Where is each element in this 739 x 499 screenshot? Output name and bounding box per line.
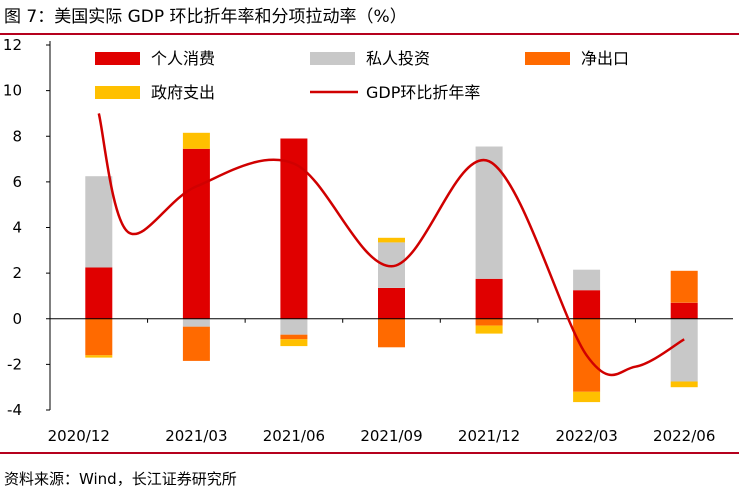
- gdp-line: [97, 113, 685, 377]
- legend-swatch-0: [95, 52, 140, 65]
- bar-series0-2021-06: [280, 138, 308, 319]
- x-tick-label: 2022/03: [555, 427, 617, 445]
- legend-label-3: 政府支出: [151, 83, 215, 102]
- bar-series3-2021-09: [378, 237, 405, 243]
- y-tick-label: 0: [12, 310, 22, 328]
- y-tick-label: 4: [12, 219, 22, 237]
- x-tick-label: 2020/12: [48, 427, 110, 445]
- y-tick-label: 6: [12, 173, 22, 191]
- bar-series3-2020-12: [85, 355, 113, 358]
- bar-series0-2022-06: [670, 302, 698, 319]
- legend-swatch-2: [525, 52, 570, 65]
- y-tick-label: 8: [12, 127, 22, 145]
- x-tick-label: 2022/06: [653, 427, 715, 445]
- bar-series1-2021-12: [475, 146, 503, 279]
- bar-series0-2021-09: [378, 288, 405, 319]
- legend-label-4: GDP环比折年率: [366, 83, 480, 102]
- bar-series1-2022-03: [573, 269, 601, 291]
- x-tick-label: 2021/06: [263, 427, 325, 445]
- y-tick-label: 10: [3, 82, 22, 100]
- bars: [85, 132, 698, 403]
- bar-series3-2022-06: [670, 381, 698, 388]
- bar-series2-2021-06: [280, 334, 308, 340]
- bar-series3-2022-03: [573, 391, 601, 403]
- bar-series1-2020-12: [85, 176, 113, 268]
- bar-series0-2021-12: [475, 278, 503, 319]
- legend-swatch-1: [310, 52, 355, 65]
- axes: -4 -2 0 2 4 6 8 10 12 2020/12 2021/03 2021/06 2021/0…: [3, 36, 733, 445]
- chart-title: 图 7：美国实际 GDP 环比折年率和分项拉动率（%）: [4, 7, 407, 27]
- title-divider: [0, 33, 739, 35]
- bar-series0-2022-03: [573, 290, 601, 319]
- y-tick-label: 12: [3, 36, 22, 54]
- bar-series2-2021-03: [182, 326, 210, 361]
- footer-divider: [0, 452, 739, 454]
- legend-label-0: 个人消费: [151, 49, 215, 68]
- bar-series0-2021-03: [182, 148, 210, 319]
- y-tick-label: 2: [12, 264, 22, 282]
- bar-series2-2022-06: [670, 270, 698, 303]
- bar-series1-2022-06: [670, 318, 698, 382]
- gdp-line-path: [97, 113, 685, 377]
- legend-swatch-3: [95, 86, 140, 99]
- bar-series3-2021-06: [280, 339, 308, 347]
- x-tick-label: 2021/12: [458, 427, 520, 445]
- bar-series3-2021-12: [475, 325, 503, 334]
- bar-series2-2020-12: [85, 318, 113, 356]
- source-note: 资料来源：Wind，长江证券研究所: [4, 470, 237, 488]
- bar-series2-2021-12: [475, 318, 503, 326]
- bar-series2-2021-09: [378, 318, 405, 348]
- bar-series1-2021-03: [182, 318, 210, 327]
- bar-series3-2021-03: [182, 132, 210, 149]
- legend-label-2: 净出口: [581, 49, 629, 68]
- y-tick-label: -2: [7, 355, 22, 373]
- legend-label-1: 私人投资: [366, 49, 430, 68]
- x-tick-label: 2021/03: [165, 427, 227, 445]
- bar-series0-2020-12: [85, 267, 113, 319]
- bar-series1-2021-06: [280, 318, 308, 335]
- x-tick-label: 2021/09: [360, 427, 422, 445]
- y-tick-label: -4: [7, 401, 22, 419]
